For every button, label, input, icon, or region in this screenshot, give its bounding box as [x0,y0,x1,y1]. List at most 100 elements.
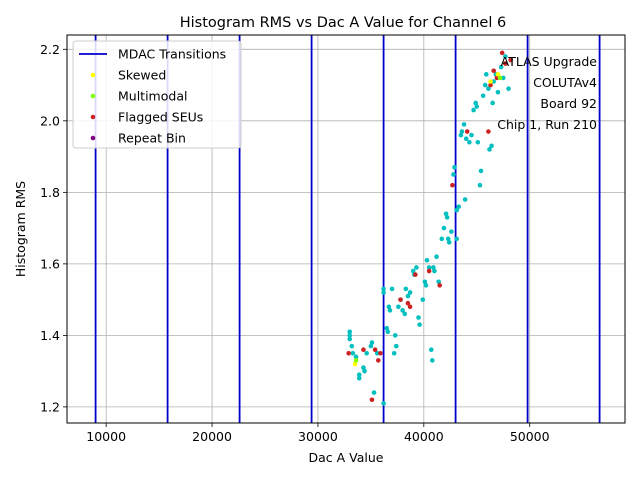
data-point [353,354,359,360]
data-point [405,300,411,306]
data-point [467,139,472,145]
data-point [398,297,403,302]
data-point [487,147,492,152]
data-point [434,254,439,260]
data-point [356,372,362,378]
data-point [500,75,506,81]
y-tick-label: 2.2 [40,42,60,57]
data-point [364,350,369,356]
data-point [454,236,459,242]
y-tick-label: 1.8 [40,185,60,200]
y-axis-ticks: 1.2 1.4 1.6 1.8 2.0 2.2 [40,42,67,414]
data-point [369,340,375,345]
x-axis-label: Dac A Value [309,450,384,465]
data-point [495,89,501,95]
legend-point-swatch [90,135,96,141]
data-point [446,240,452,245]
data-point [407,290,413,295]
legend-label: Multimodal [118,89,187,104]
data-point [444,215,450,220]
data-point [381,290,386,295]
legend-label: Flagged SEUs [118,110,203,125]
legend-box [72,40,242,149]
data-point [405,293,411,299]
x-tick-label: 40000 [404,429,444,444]
data-point [429,358,435,363]
data-point [372,347,378,352]
data-point [459,129,465,134]
annotation-line: Chip 1, Run 210 [497,117,597,132]
data-point [389,286,395,292]
data-point [506,86,511,91]
data-point [350,350,356,356]
data-point [393,343,399,349]
data-point [432,268,437,274]
data-point [352,361,358,367]
data-point [469,132,474,138]
x-tick-label: 30000 [298,429,338,444]
data-point [495,72,501,77]
data-point [486,86,491,91]
data-point [451,172,456,177]
data-point [437,283,443,288]
data-point [482,82,488,88]
data-point [422,279,428,285]
data-point [391,350,397,356]
data-point [402,311,408,317]
data-point [499,50,505,56]
data-point [489,143,494,149]
y-tick-label: 1.6 [40,256,60,271]
legend-label: MDAC Transitions [118,47,226,62]
data-point [503,54,508,59]
data-point [368,343,374,349]
data-point [483,72,489,77]
data-point [488,79,493,84]
data-point [436,279,441,285]
data-point [491,68,497,74]
x-tick-label: 10000 [86,429,126,444]
data-point [503,61,508,66]
data-point [491,79,497,84]
data-point [441,225,447,231]
data-point [378,350,383,356]
data-point [353,358,359,363]
data-point [431,265,436,270]
x-axis-ticks: 10000 20000 30000 40000 50000 [86,423,550,444]
axes-border [66,34,626,424]
data-point [416,315,421,320]
data-point [369,397,375,403]
data-point [477,182,483,188]
data-point [497,75,503,81]
plot-frame [66,34,626,424]
data-point [439,236,445,242]
data-point [386,304,392,310]
data-point [450,182,455,188]
data-point [478,168,484,174]
data-point [428,347,434,352]
data-points [346,50,513,406]
data-point [458,132,464,138]
data-point [347,333,353,338]
legend-label: Repeat Bin [118,131,186,146]
data-point [381,401,386,406]
data-point [346,350,351,356]
data-point [464,129,470,134]
data-point [494,75,500,81]
legend-label: Skewed [118,68,166,83]
data-point [381,286,386,292]
legend-point-swatch [90,93,96,99]
data-point [400,308,405,313]
data-point [347,336,353,342]
data-point [362,368,367,374]
y-tick-label: 1.2 [40,399,60,414]
data-point [480,93,486,99]
data-point [474,104,480,109]
data-point [387,308,393,313]
data-point [385,329,391,335]
data-point [488,82,493,88]
data-point [361,365,366,370]
data-point [403,286,409,292]
legend-point-swatch [90,72,96,78]
chart-title: Histogram RMS vs Dac A Value for Channel… [180,15,506,31]
